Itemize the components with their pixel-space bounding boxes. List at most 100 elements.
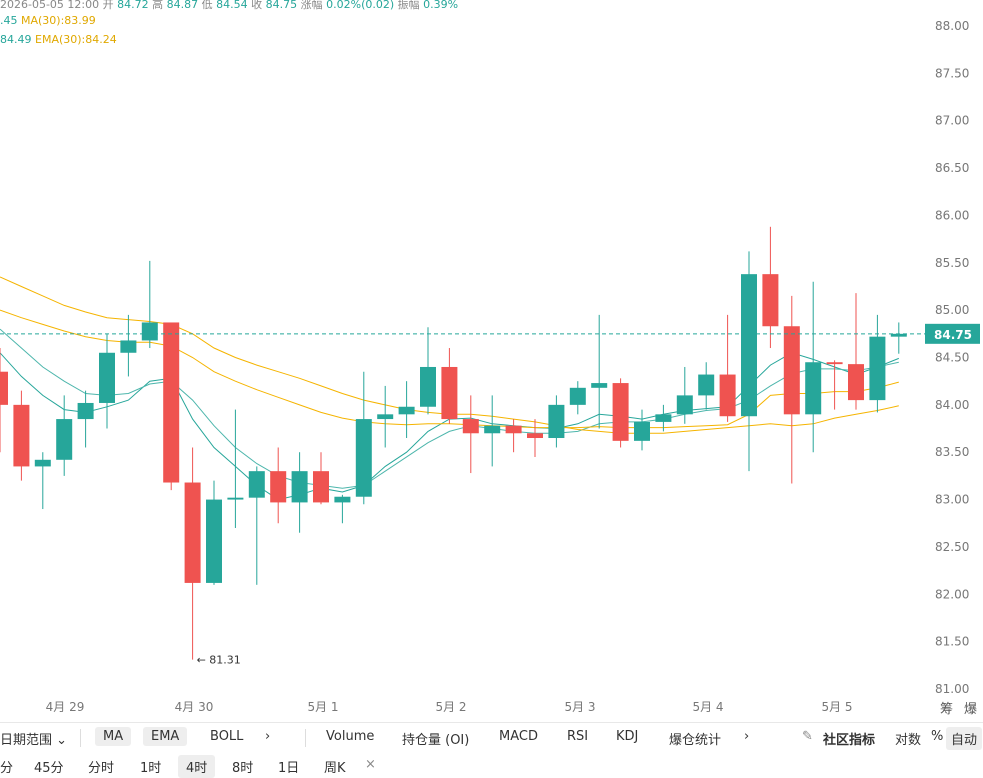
candle-body	[591, 383, 608, 388]
candle-body	[13, 404, 30, 467]
candle-body	[741, 274, 757, 417]
date-range-dropdown[interactable]: 日期范围 ⌄	[0, 729, 67, 748]
open-label: 开	[102, 0, 114, 11]
price-tick: 85.00	[935, 303, 969, 317]
price-tick: 82.00	[935, 587, 969, 601]
price-tick: 81.50	[935, 635, 969, 649]
candle-body	[634, 421, 650, 441]
candle-body	[120, 340, 137, 353]
time-tick: 4月 30	[175, 700, 214, 714]
candle-body	[484, 425, 501, 434]
interval-1[interactable]: 45分	[34, 761, 64, 776]
interval-0[interactable]: 分	[0, 761, 14, 776]
price-tick: 81.00	[935, 682, 969, 696]
time-tick: 5月 4	[692, 700, 723, 714]
liquidation-button[interactable]: 爆仓统计	[669, 733, 722, 748]
candle-body	[505, 425, 522, 434]
divider	[80, 729, 81, 747]
log-scale-button[interactable]: 对数	[895, 733, 922, 748]
close-value: 84.75	[265, 0, 298, 11]
price-tick: 84.50	[935, 351, 969, 365]
candle-body	[313, 471, 329, 503]
price-tick: 84.00	[935, 398, 969, 412]
chevron-right-icon[interactable]: ›	[744, 729, 750, 744]
side-icon: 筹	[940, 701, 953, 717]
percent-scale-button[interactable]: %	[931, 729, 944, 744]
close-icon[interactable]: ×	[365, 757, 376, 772]
side-icon: 爆	[964, 702, 977, 717]
interval-7[interactable]: 周K	[324, 761, 346, 776]
candle-body	[698, 374, 715, 396]
candle-body	[548, 404, 565, 439]
candle-body	[569, 387, 586, 405]
legend-date: 2026-05-05 12:00	[0, 0, 100, 11]
chevron-right-icon[interactable]: ›	[265, 729, 271, 744]
interval-5[interactable]: 8时	[232, 761, 254, 776]
open-value: 84.72	[117, 0, 149, 11]
candle-body	[77, 402, 94, 420]
boll-button[interactable]: BOLL	[210, 729, 244, 744]
kdj-button[interactable]: KDJ	[616, 729, 639, 744]
ma-button[interactable]: MA	[95, 727, 132, 746]
ohlc-legend: 2026-05-05 12:00 开 84.72 高 84.87 低 84.54…	[0, 0, 458, 12]
edit-icon[interactable]: ✎	[802, 729, 813, 744]
community-indicators-button[interactable]: 社区指标	[823, 733, 876, 748]
interval-4[interactable]: 4时	[178, 755, 216, 778]
min-price-marker: ← 81.31	[197, 654, 241, 667]
price-tick: 82.50	[935, 540, 969, 554]
time-tick: 5月 5	[821, 700, 852, 714]
current-price-tag	[925, 323, 980, 344]
ma30-value: MA(30):83.99	[21, 14, 96, 27]
candle-body	[377, 414, 394, 420]
candlestick-chart[interactable]: 88.00 87.50 87.00 86.50 86.00 85.50 85.00 84.50…	[0, 0, 983, 722]
candle-body	[826, 362, 843, 365]
volume-button[interactable]: Volume	[326, 729, 375, 744]
ema-button[interactable]: EMA	[143, 727, 188, 746]
candle-body	[719, 374, 736, 417]
interval-toolbar: 分 45分 分时 1时 4时 8时 1日 周K ×	[0, 752, 983, 778]
rsi-button[interactable]: RSI	[567, 729, 589, 744]
candle-body	[291, 471, 308, 503]
indicator-toolbar: 日期范围 ⌄ MA EMA BOLL › Volume 持仓量 (OI) MAC…	[0, 722, 983, 753]
candle-body	[248, 471, 265, 498]
candle-body	[612, 383, 629, 441]
time-tick: 5月 1	[307, 700, 338, 714]
macd-button[interactable]: MACD	[499, 729, 538, 744]
candle-body	[206, 499, 222, 583]
candle-body	[0, 371, 8, 405]
close-label: 收	[251, 0, 263, 11]
candle-body	[141, 322, 158, 341]
ema-legend: 84.49 EMA(30):84.24	[0, 33, 117, 46]
candle-body	[56, 419, 73, 460]
open-interest-button[interactable]: 持仓量 (OI)	[402, 733, 470, 748]
time-tick: 5月 2	[435, 700, 466, 714]
candle-body	[184, 482, 201, 583]
price-tick: 87.00	[935, 114, 969, 128]
candle-body	[462, 419, 479, 434]
candle-body	[805, 362, 822, 415]
interval-2[interactable]: 分时	[88, 761, 115, 776]
current-price-label: 84.75	[934, 328, 972, 342]
candle-body	[655, 414, 672, 422]
candle-body	[334, 496, 351, 503]
low-value: 84.54	[216, 0, 248, 11]
interval-6[interactable]: 1日	[278, 761, 300, 776]
price-tick: 87.50	[935, 66, 969, 80]
ema-short-value: 84.49	[0, 33, 32, 46]
price-tick: 88.00	[935, 19, 969, 33]
change-label: 涨幅	[300, 0, 323, 11]
interval-3[interactable]: 1时	[140, 761, 162, 776]
time-tick: 5月 3	[564, 700, 595, 714]
high-value: 84.87	[166, 0, 199, 11]
amplitude-label: 振幅	[397, 0, 420, 11]
price-tick: 83.00	[935, 493, 969, 507]
candle-body	[848, 364, 864, 401]
auto-scale-button[interactable]: 自动	[946, 727, 983, 750]
candle-body	[762, 274, 779, 327]
candle-body	[227, 497, 244, 500]
candle-body	[34, 459, 51, 467]
low-label: 低	[201, 0, 213, 11]
date-range-label: 日期范围	[0, 733, 53, 748]
amplitude-value: 0.39%	[423, 0, 459, 11]
candle-body	[527, 433, 543, 439]
